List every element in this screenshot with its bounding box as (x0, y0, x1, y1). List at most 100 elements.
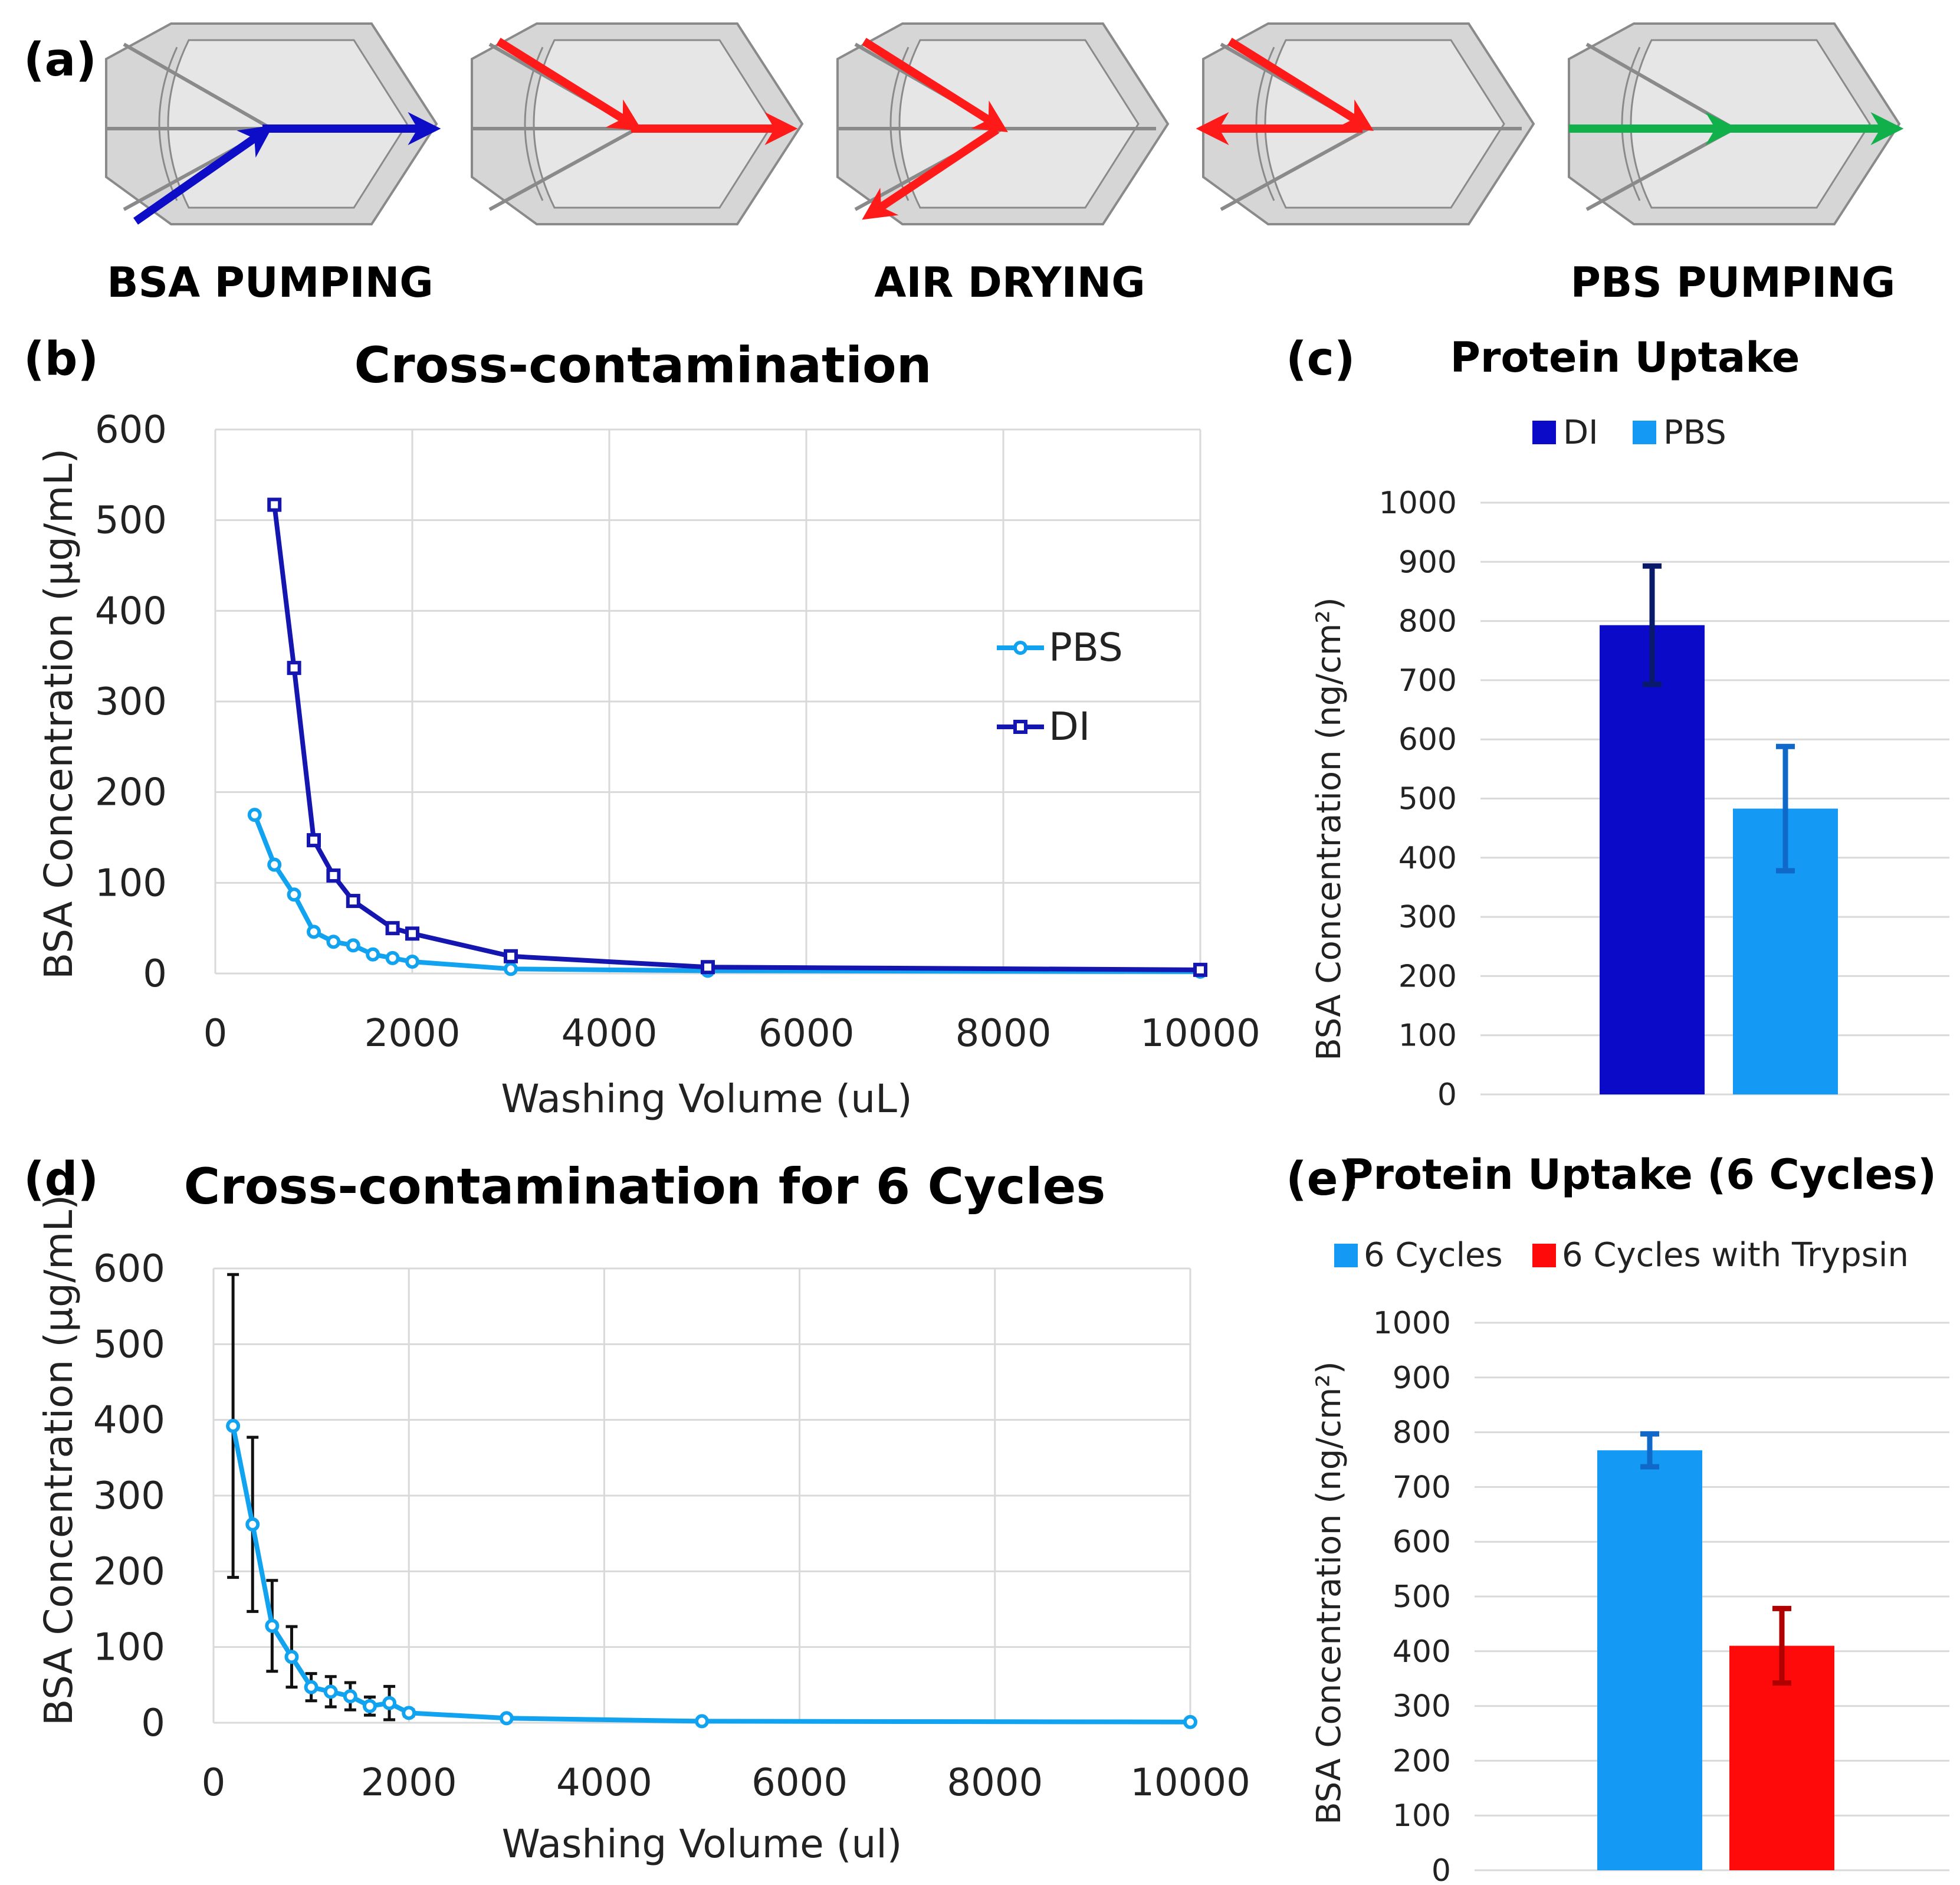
chart-c-y-tick: 100 (1398, 1018, 1457, 1054)
panel-a: (a) BSA PUMPING AIR DRYING PBS (24, 24, 1904, 307)
chart-d-series-6-cycles-point (382, 1696, 397, 1710)
chart-d-series-6-cycles-point (402, 1706, 416, 1720)
chart-d-x-tick: 10000 (1130, 1761, 1250, 1805)
legend-di-marker (1013, 720, 1027, 734)
arrow-air-2a (862, 38, 1008, 132)
chart-e-y-tick: 100 (1393, 1798, 1451, 1834)
chart-e-y-label: BSA Concentration (ng/cm²) (1310, 1361, 1348, 1824)
chart-e-y-tick: 500 (1393, 1579, 1451, 1615)
chart-b-legend: PBS DI (997, 625, 1123, 749)
chart-b-x-tick: 2000 (365, 1012, 461, 1055)
chart-b-y-tick: 0 (143, 952, 167, 996)
chart-c-y-tick: 200 (1398, 959, 1457, 994)
chart-c-y-label: BSA Concentration (ng/cm²) (1310, 597, 1348, 1060)
chart-c-y-tick: 1000 (1379, 486, 1457, 521)
chart-b-y-tick: 400 (95, 589, 167, 633)
legend-c-pbs: PBS (1663, 414, 1726, 452)
chart-d-y-tick: 500 (93, 1323, 165, 1366)
chart-d-y-tick: 400 (93, 1399, 165, 1443)
chart-d-series-6-cycles-point (362, 1699, 377, 1713)
chart-d-series-6-cycles-point (695, 1714, 709, 1729)
chart-c-bars (1600, 563, 1838, 1094)
chart-b-series-di-point (287, 661, 301, 676)
device-1 (106, 24, 441, 224)
chart-b-y-tick: 500 (95, 499, 167, 543)
chart-d-x-tick: 4000 (556, 1761, 652, 1805)
chart-b-x-tick: 4000 (562, 1012, 658, 1055)
chart-d-x-tick: 0 (202, 1761, 226, 1805)
chart-b-x-tick: 6000 (759, 1012, 855, 1055)
chart-c-y-tick: 800 (1398, 604, 1457, 640)
chart-c-y-tick: 700 (1398, 663, 1457, 699)
legend-di: DI (1049, 704, 1090, 749)
chart-d-series-6-cycles-point (343, 1689, 357, 1704)
device-5 (1569, 24, 1904, 224)
device-4 (1196, 24, 1534, 224)
chart-e-y-tick: 800 (1393, 1415, 1451, 1451)
chart-c-y-ticks: 0 100 200 300 400 500 600 700 800 900 1000 (1379, 486, 1457, 1113)
legend-c-di: DI (1563, 414, 1598, 452)
chart-d-title: Cross-contamination for 6 Cycles (184, 1158, 1106, 1215)
chart-b-series-di-line (272, 504, 1201, 972)
panel-a-label: (a) (24, 34, 97, 87)
chart-c-y-tick: 300 (1398, 900, 1457, 935)
chart-d-y-tick: 0 (141, 1702, 165, 1745)
chart-b-y-label: BSA Concentration (µg/mL) (36, 448, 81, 979)
chart-b-y-tick: 600 (95, 408, 167, 452)
chart-b-series-di-point (267, 497, 282, 512)
panel-e-label: (e) (1286, 1153, 1359, 1206)
legend-c-di-swatch (1532, 421, 1556, 444)
chart-d-series-6-cycles-point (499, 1711, 514, 1726)
arrow-air-3a (1227, 38, 1374, 131)
chart-b-y-tick: 100 (95, 861, 167, 905)
step-bsa-pumping: BSA PUMPING (107, 258, 434, 307)
panel-b: (b) Cross-contamination 0 100 200 300 400 500… (24, 333, 1260, 1122)
chart-d-series (226, 1273, 1197, 1729)
panel-c: (c) Protein Uptake DI PBS 0 100 200 300 400 5… (1286, 333, 1949, 1113)
chart-d-series-6-cycles-point (284, 1650, 299, 1664)
chart-b-x-label: Washing Volume (uL) (501, 1076, 912, 1122)
arrow-air-2b (862, 126, 999, 220)
chart-e-bars (1597, 1431, 1834, 1870)
chart-e-y-tick: 700 (1393, 1470, 1451, 1505)
panel-d-label: (d) (24, 1153, 99, 1206)
chart-d-series-6-cycles-line (231, 1425, 1191, 1725)
chart-b-series-pbs-point (247, 808, 262, 822)
step-pbs-pumping: PBS PUMPING (1571, 258, 1896, 307)
panel-e: (e) Protein Uptake (6 Cycles) 6 Cycles 6… (1286, 1150, 1949, 1885)
chart-b-series-di-point (405, 926, 419, 941)
chart-b-series-pbs-point (326, 935, 341, 949)
chart-b-series-pbs-point (346, 938, 360, 953)
chart-b-series-di-point (346, 894, 360, 909)
chart-d-y-tick: 600 (93, 1247, 165, 1291)
chart-c-y-tick: 600 (1398, 722, 1457, 758)
chart-d-y-ticks: 0 100 200 300 400 500 600 (93, 1247, 165, 1745)
chart-b-x-tick: 8000 (956, 1012, 1052, 1055)
panel-b-label: (b) (24, 333, 99, 386)
chart-e-y-tick: 300 (1393, 1689, 1451, 1725)
chart-b-series-di-point (1193, 962, 1207, 977)
chart-d-gridlines (212, 1267, 1191, 1724)
chart-e-y-tick: 200 (1393, 1743, 1451, 1779)
chart-c-legend: DI PBS (1532, 414, 1726, 452)
legend-pbs: PBS (1049, 625, 1123, 670)
chart-d-y-tick: 300 (93, 1474, 165, 1518)
chart-d-x-ticks: 0 2000 4000 6000 8000 10000 (202, 1761, 1250, 1805)
chart-d-x-label: Washing Volume (ul) (502, 1821, 902, 1867)
chart-b-x-ticks: 0 2000 4000 6000 8000 10000 (203, 1012, 1260, 1055)
chart-b-y-ticks: 0 100 200 300 400 500 600 (95, 408, 167, 996)
chart-d-x-tick: 6000 (751, 1761, 848, 1805)
chart-e-y-ticks: 0 100 200 300 400 500 600 700 800 900 1000 (1373, 1306, 1451, 1885)
chart-b-series-pbs-point (366, 947, 380, 962)
chart-b-x-tick: 10000 (1140, 1012, 1260, 1055)
chart-c-y-tick: 0 (1437, 1077, 1457, 1113)
chart-b-series-pbs-point (307, 925, 321, 939)
legend-c-pbs-swatch (1633, 421, 1656, 444)
chart-b-series-pbs-point (385, 950, 400, 965)
chart-d-y-label: BSA Concentration (µg/mL) (36, 1195, 81, 1726)
chart-d-y-tick: 100 (93, 1626, 165, 1670)
chart-d-series-6-cycles-point (265, 1618, 280, 1633)
arrow-air-1a (496, 38, 643, 131)
chart-e-y-tick: 900 (1393, 1361, 1451, 1396)
